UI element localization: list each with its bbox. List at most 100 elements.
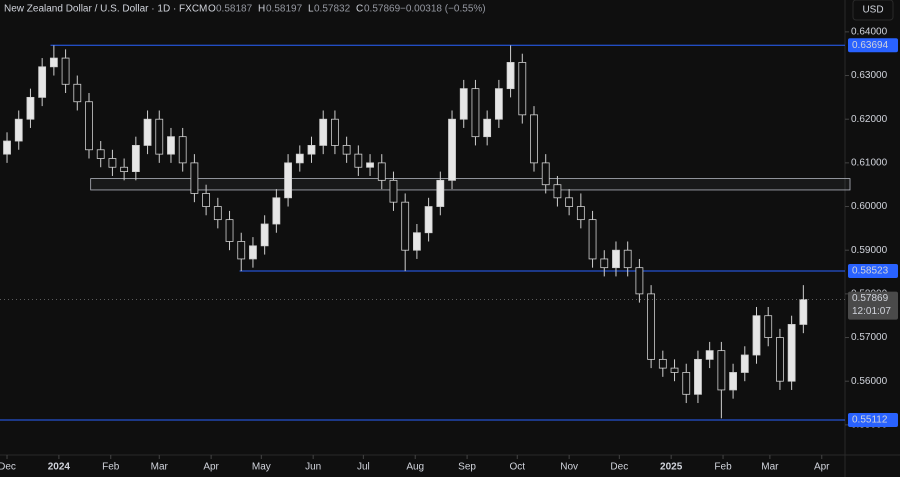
close-value: 0.57869 — [364, 4, 401, 15]
candle-body — [436, 179, 445, 207]
candle-body — [108, 158, 117, 168]
x-tick-label: Aug — [406, 462, 424, 473]
low-key: L — [308, 4, 314, 15]
candle-body — [448, 118, 456, 181]
candle-body — [61, 57, 70, 85]
candle-body — [612, 249, 620, 269]
candle-body — [553, 184, 562, 199]
candle-body — [623, 249, 632, 269]
candle-body — [494, 88, 503, 120]
candle-body — [506, 62, 515, 90]
candle-body — [541, 162, 550, 186]
x-tick-label: Dec — [610, 462, 628, 473]
candle-body — [647, 293, 656, 360]
candle-body — [38, 66, 47, 98]
candle-body — [471, 88, 480, 138]
candle-body — [799, 299, 808, 325]
currency-label[interactable]: USD — [862, 5, 883, 16]
candle-body — [202, 193, 211, 207]
x-tick-label: Nov — [560, 462, 578, 473]
currency-button[interactable] — [852, 0, 894, 21]
x-tick-label: Jul — [357, 462, 370, 473]
x-tick-label: Feb — [102, 462, 120, 473]
candle-body — [518, 62, 527, 116]
level-label-bg — [848, 412, 898, 427]
candle-body — [366, 162, 374, 168]
y-tick-label: 0.61000 — [851, 158, 888, 169]
last-price-label: 0.57869 — [852, 293, 889, 304]
x-tick-label: Jun — [305, 462, 321, 473]
candle-body — [588, 219, 597, 260]
last-price-bg — [848, 291, 898, 320]
candle-body — [389, 179, 398, 203]
candle-body — [377, 162, 386, 181]
candle-body — [190, 162, 199, 194]
candle-body — [49, 57, 58, 68]
candle-body — [331, 118, 339, 146]
candle-body — [787, 324, 796, 382]
y-tick-label: 0.59000 — [851, 245, 888, 256]
candle-body — [249, 245, 257, 260]
candle-body — [635, 267, 644, 295]
candle-body — [73, 83, 82, 103]
candle-body — [342, 145, 351, 155]
candle-body — [752, 315, 761, 356]
close-key: C — [356, 4, 363, 15]
candle-body — [26, 96, 35, 120]
candle-body — [694, 358, 702, 395]
level-label: 0.58523 — [852, 266, 889, 277]
legend-header: New Zealand Dollar / U.S. Dollar · 1D · … — [4, 4, 486, 15]
candle-body — [459, 88, 468, 120]
bar-countdown: 12:01:07 — [852, 306, 891, 317]
candle-body — [237, 241, 246, 260]
level-label-bg — [848, 38, 898, 53]
candle-body — [600, 258, 609, 269]
level-label-bg — [848, 264, 898, 279]
x-tick-label: Mar — [761, 462, 779, 473]
candle-body — [167, 136, 175, 155]
support-zone — [90, 178, 851, 191]
candle-body — [565, 197, 574, 207]
x-tick-label: Apr — [203, 462, 219, 473]
candle-body — [295, 153, 304, 164]
plot-area — [0, 44, 851, 421]
candle-body — [225, 219, 234, 242]
candle-body — [178, 136, 187, 164]
candle-body — [764, 315, 773, 338]
y-tick-label: 0.60000 — [851, 201, 888, 212]
candle-body — [658, 358, 667, 369]
candle-body — [740, 354, 749, 373]
y-tick-label: 0.64000 — [851, 27, 888, 38]
candle-body — [96, 149, 105, 159]
x-tick-label: Dec — [0, 462, 16, 473]
candle-body — [705, 350, 714, 360]
low-value: 0.57832 — [314, 4, 351, 15]
candle-body — [155, 118, 164, 155]
x-tick-label: Sep — [458, 462, 476, 473]
candle-body — [143, 118, 152, 146]
candle-body — [483, 118, 492, 138]
candle-body — [776, 337, 784, 382]
candle-body — [3, 140, 11, 155]
candle-body — [213, 206, 222, 221]
candle-body — [412, 232, 421, 251]
high-value: 0.58197 — [266, 4, 303, 15]
candle-body — [670, 367, 679, 373]
y-tick-label: 0.56000 — [851, 376, 888, 387]
candle-body — [319, 118, 328, 146]
candle-body — [424, 206, 433, 234]
candle-body — [284, 162, 292, 199]
x-tick-label: May — [252, 462, 271, 473]
candle-body — [131, 145, 140, 173]
y-tick-label: 0.62000 — [851, 114, 888, 125]
candle-body — [717, 350, 726, 391]
open-value: 0.58187 — [216, 4, 253, 15]
candle-body — [85, 101, 93, 151]
candle-body — [401, 201, 410, 251]
candle-body — [260, 223, 269, 247]
candle-body — [729, 372, 737, 391]
candle-body — [14, 118, 23, 142]
